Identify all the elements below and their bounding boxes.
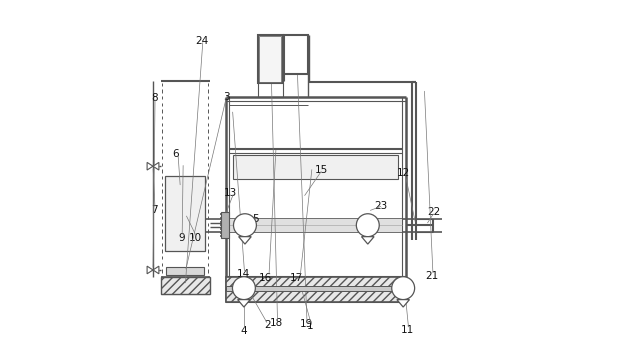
Bar bbox=[161, 81, 210, 294]
Bar bbox=[229, 219, 402, 232]
Polygon shape bbox=[153, 162, 159, 170]
Text: 12: 12 bbox=[397, 169, 410, 178]
Polygon shape bbox=[239, 237, 251, 244]
Circle shape bbox=[234, 214, 256, 237]
Text: 22: 22 bbox=[427, 208, 440, 217]
Text: 8: 8 bbox=[151, 93, 158, 103]
Text: 23: 23 bbox=[374, 202, 387, 211]
Text: 17: 17 bbox=[290, 273, 303, 282]
Polygon shape bbox=[153, 266, 159, 274]
Bar bbox=[284, 35, 308, 74]
Bar bbox=[225, 97, 406, 302]
Bar bbox=[161, 277, 210, 294]
Text: 5: 5 bbox=[252, 214, 259, 224]
Text: 16: 16 bbox=[259, 273, 272, 282]
Bar bbox=[259, 36, 281, 82]
Bar bbox=[225, 286, 406, 291]
Bar bbox=[233, 155, 398, 179]
Circle shape bbox=[232, 277, 256, 299]
Text: 6: 6 bbox=[172, 150, 178, 159]
Text: 1: 1 bbox=[307, 321, 314, 331]
Circle shape bbox=[392, 277, 414, 299]
Circle shape bbox=[356, 214, 379, 237]
Text: 3: 3 bbox=[223, 92, 230, 102]
Text: 18: 18 bbox=[270, 319, 283, 328]
Text: 9: 9 bbox=[178, 233, 185, 243]
Text: 2: 2 bbox=[264, 321, 271, 330]
Bar bbox=[225, 277, 406, 302]
Polygon shape bbox=[147, 266, 153, 274]
Text: 10: 10 bbox=[189, 233, 202, 243]
Bar bbox=[166, 176, 205, 251]
Text: 13: 13 bbox=[224, 188, 237, 197]
Text: 21: 21 bbox=[425, 271, 438, 281]
Polygon shape bbox=[237, 299, 250, 307]
Text: 19: 19 bbox=[300, 320, 313, 329]
Text: 15: 15 bbox=[315, 165, 328, 175]
Text: 4: 4 bbox=[241, 327, 247, 336]
Text: 24: 24 bbox=[196, 36, 209, 45]
Text: 7: 7 bbox=[151, 205, 158, 215]
Bar bbox=[166, 267, 204, 275]
Bar bbox=[257, 35, 283, 83]
Polygon shape bbox=[362, 237, 374, 244]
Polygon shape bbox=[397, 299, 409, 307]
Bar bbox=[221, 212, 229, 238]
Polygon shape bbox=[147, 162, 153, 170]
Text: 11: 11 bbox=[401, 325, 414, 335]
Text: 14: 14 bbox=[237, 269, 250, 279]
